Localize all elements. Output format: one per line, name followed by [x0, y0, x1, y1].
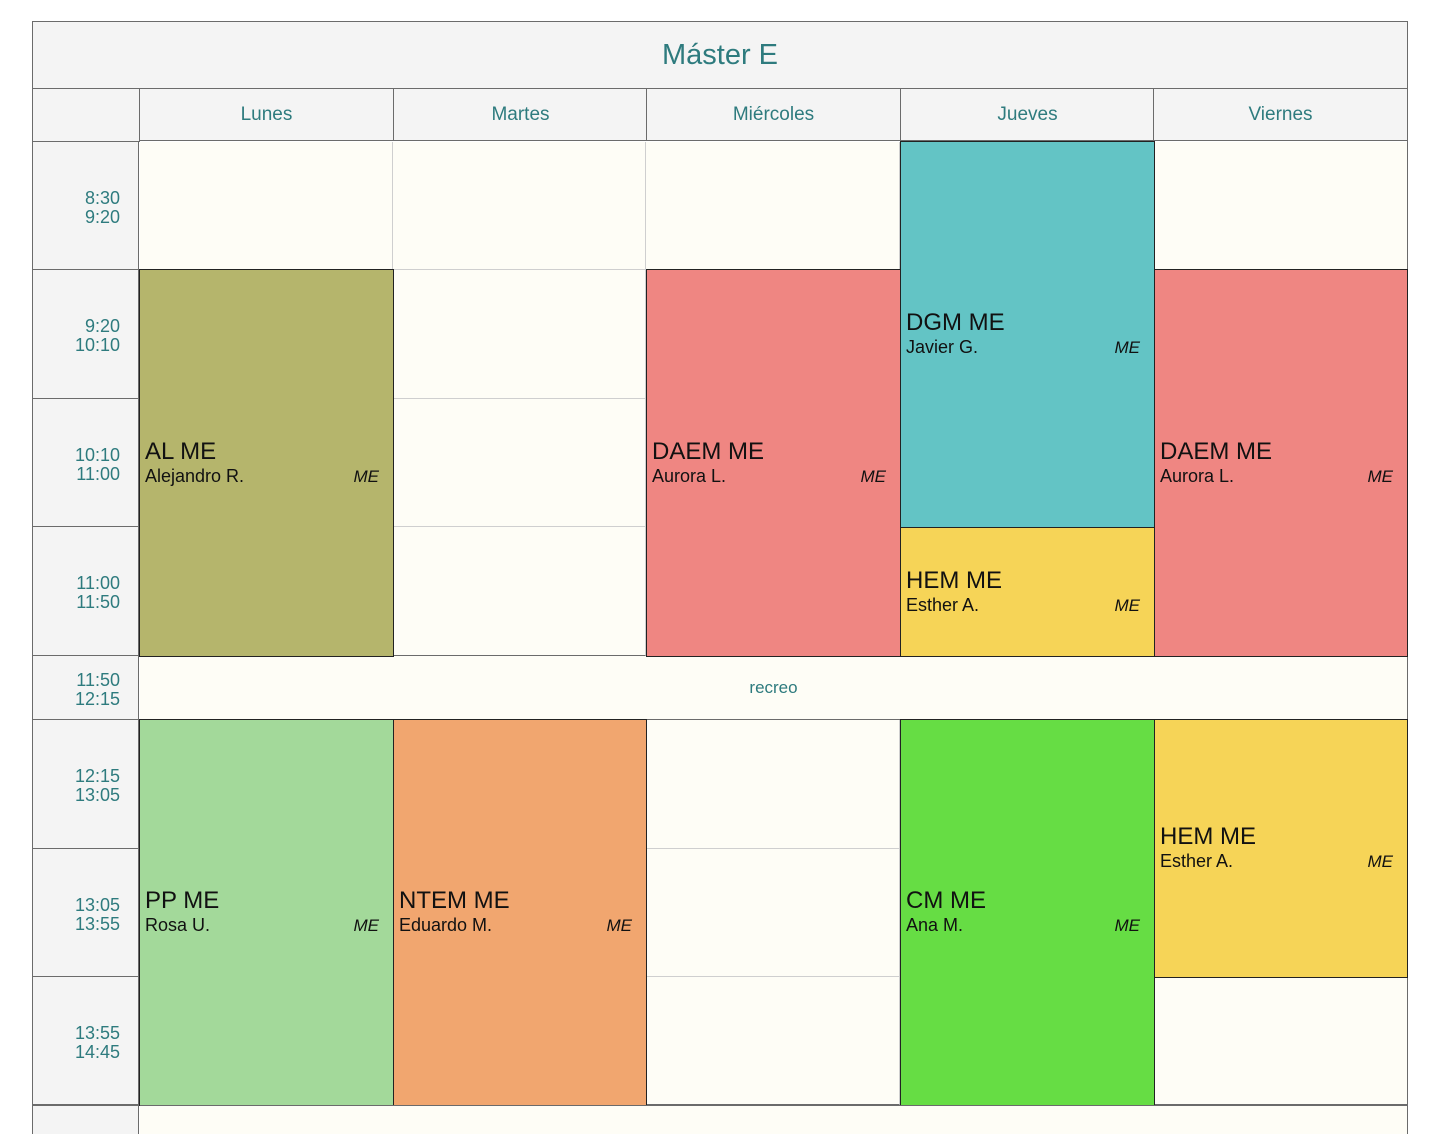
- class-block-dgm[interactable]: DGM ME Javier G. ME: [900, 141, 1155, 528]
- time-end: 12:15: [75, 690, 120, 709]
- class-teacher: Esther A.: [1160, 850, 1233, 872]
- empty-slot[interactable]: [646, 142, 900, 270]
- empty-slot[interactable]: [393, 527, 646, 656]
- class-subject: PP ME: [145, 888, 379, 914]
- class-group: ME: [354, 915, 380, 937]
- class-teacher: Alejandro R.: [145, 465, 244, 487]
- header-corner: [33, 89, 140, 142]
- class-details: Rosa U. ME: [145, 914, 379, 937]
- time-end: 10:10: [75, 336, 120, 355]
- time-end: 11:50: [76, 593, 120, 612]
- time-slot: 13:05 13:55: [33, 849, 139, 977]
- class-block-al[interactable]: AL ME Alejandro R. ME: [139, 269, 394, 657]
- time-end: 9:20: [85, 208, 120, 227]
- class-teacher: Esther A.: [906, 594, 979, 616]
- class-group: ME: [1368, 851, 1394, 873]
- class-block-cm[interactable]: CM ME Ana M. ME: [900, 719, 1155, 1106]
- class-subject: HEM ME: [1160, 824, 1393, 850]
- schedule-row-partial: [140, 1105, 1407, 1134]
- empty-slot[interactable]: [1154, 977, 1407, 1105]
- class-details: Javier G. ME: [906, 336, 1140, 359]
- class-block-hem[interactable]: HEM ME Esther A. ME: [1154, 719, 1408, 978]
- class-group: ME: [1115, 915, 1141, 937]
- class-teacher: Aurora L.: [1160, 465, 1234, 487]
- empty-slot[interactable]: [1154, 142, 1407, 270]
- break-row: recreo: [140, 656, 1407, 720]
- empty-slot[interactable]: [140, 142, 393, 270]
- time-start: 11:00: [76, 574, 120, 593]
- time-slot-partial: [33, 1105, 139, 1134]
- class-block-daem[interactable]: DAEM ME Aurora L. ME: [646, 269, 901, 657]
- class-details: Eduardo M. ME: [399, 914, 632, 937]
- class-block-ntem[interactable]: NTEM ME Eduardo M. ME: [393, 719, 647, 1106]
- class-group: ME: [354, 466, 380, 488]
- day-header-miercoles: Miércoles: [646, 89, 900, 141]
- class-subject: NTEM ME: [399, 888, 632, 914]
- time-start: 11:50: [76, 671, 120, 690]
- class-teacher: Aurora L.: [652, 465, 726, 487]
- time-slot: 8:30 9:20: [33, 142, 139, 270]
- time-end: 11:00: [76, 465, 120, 484]
- time-end: 13:05: [75, 786, 120, 805]
- empty-slot[interactable]: [646, 720, 900, 849]
- time-start: 9:20: [85, 317, 120, 336]
- time-end: 14:45: [75, 1043, 120, 1062]
- class-teacher: Ana M.: [906, 914, 963, 936]
- time-slot: 11:00 11:50: [33, 527, 139, 656]
- time-start: 10:10: [75, 446, 120, 465]
- time-slot: 10:10 11:00: [33, 399, 139, 527]
- day-header-jueves: Jueves: [900, 89, 1154, 141]
- class-block-daem[interactable]: DAEM ME Aurora L. ME: [1154, 269, 1408, 657]
- class-group: ME: [1368, 466, 1394, 488]
- class-subject: DGM ME: [906, 310, 1140, 336]
- class-subject: AL ME: [145, 439, 379, 465]
- class-subject: HEM ME: [906, 568, 1140, 594]
- time-start: 13:55: [75, 1024, 120, 1043]
- class-details: Aurora L. ME: [1160, 465, 1393, 488]
- class-block-pp[interactable]: PP ME Rosa U. ME: [139, 719, 394, 1106]
- empty-slot[interactable]: [646, 849, 900, 977]
- class-details: Alejandro R. ME: [145, 465, 379, 488]
- time-start: 12:15: [75, 767, 120, 786]
- class-details: Esther A. ME: [1160, 850, 1393, 873]
- class-subject: DAEM ME: [1160, 439, 1393, 465]
- class-block-hem[interactable]: HEM ME Esther A. ME: [900, 527, 1155, 657]
- day-header-viernes: Viernes: [1153, 89, 1407, 141]
- time-end: 13:55: [75, 915, 120, 934]
- class-subject: CM ME: [906, 888, 1140, 914]
- class-teacher: Eduardo M.: [399, 914, 492, 936]
- class-details: Esther A. ME: [906, 594, 1140, 617]
- empty-slot[interactable]: [646, 977, 900, 1105]
- timetable-title: Máster E: [33, 22, 1407, 89]
- time-slot: 9:20 10:10: [33, 270, 139, 399]
- empty-slot[interactable]: [393, 270, 646, 399]
- time-slot: 12:15 13:05: [33, 720, 139, 849]
- class-group: ME: [1115, 595, 1141, 617]
- time-start: 13:05: [75, 896, 120, 915]
- class-subject: DAEM ME: [652, 439, 886, 465]
- time-start: 8:30: [85, 189, 120, 208]
- class-teacher: Rosa U.: [145, 914, 210, 936]
- class-group: ME: [607, 915, 633, 937]
- day-header-martes: Martes: [393, 89, 647, 141]
- day-header-lunes: Lunes: [139, 89, 393, 141]
- class-details: Ana M. ME: [906, 914, 1140, 937]
- empty-slot[interactable]: [393, 399, 646, 527]
- empty-slot[interactable]: [393, 142, 646, 270]
- class-group: ME: [1115, 337, 1141, 359]
- class-teacher: Javier G.: [906, 336, 978, 358]
- class-details: Aurora L. ME: [652, 465, 886, 488]
- time-slot: 13:55 14:45: [33, 977, 139, 1105]
- class-group: ME: [861, 466, 887, 488]
- time-slot-break: 11:50 12:15: [33, 656, 139, 720]
